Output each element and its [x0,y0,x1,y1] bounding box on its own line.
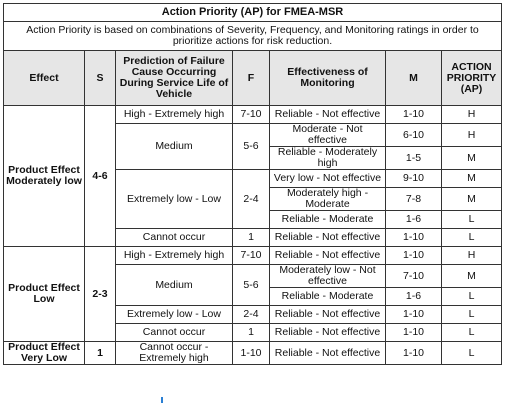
severity-cell: 4-6 [84,105,116,247]
monitoring-rating-cell: 1-5 [385,146,442,170]
frequency-cell: 7-10 [232,246,270,265]
table-row: Product Effect Very Low 1 Cannot occur - E… [3,341,503,365]
table-row: Product Effect Moderately low 4-6 High - E… [3,105,503,247]
action-priority-cell: H [440,105,503,124]
effect-cell: Product Effect Low [3,246,85,342]
monitoring-effectiveness-cell: Reliable - Not effective [269,246,386,265]
action-priority-cell: L [440,323,503,342]
monitoring-effectiveness-cell: Reliable - Not effective [269,323,386,342]
prediction-cell: Cannot occur [115,228,233,247]
frequency-cell: 5-6 [232,264,270,306]
table-title: Action Priority (AP) for FMEA-MSR [2,3,503,22]
monitoring-effectiveness-cell: Reliable - Moderately high [269,146,386,170]
frequency-cell: 1-10 [232,341,270,365]
monitoring-effectiveness-cell: Moderately low - Not effective [269,264,386,288]
monitoring-rating-cell: 1-10 [385,105,442,124]
action-priority-cell: L [440,228,503,247]
prediction-cell: High - Extremely high [115,246,233,265]
header-effect: Effect [3,50,85,106]
header-row: Effect S Prediction of Failure Cause Occ… [3,50,503,106]
prediction-cell: Cannot occur [115,323,233,342]
action-priority-table: Action Priority (AP) for FMEA-MSR Action… [2,3,503,365]
frequency-cell: 1 [232,323,270,342]
monitoring-rating-cell: 7-10 [385,264,442,288]
table-row: Cannot occur 1 Reliable - Not effective 1-1… [4,323,503,342]
prediction-cell: Medium [115,264,233,306]
prediction-cell: Cannot occur - Extremely high [115,341,233,365]
table-row: Product Effect Low 2-3 High - Extremely hi… [3,246,503,342]
monitoring-effectiveness-cell: Reliable - Not effective [269,228,386,247]
text-cursor [161,397,163,403]
action-priority-cell: L [440,341,503,365]
action-priority-cell: H [440,246,503,265]
prediction-cell: Medium [115,123,233,170]
monitoring-rating-cell: 7-8 [385,187,442,211]
table-row: Reliable - Moderate 1-6 L [4,287,503,306]
table-row: Moderately high - Moderate 7-8 M [4,187,503,211]
header-severity: S [84,50,116,106]
severity-cell: 1 [84,341,116,365]
action-priority-cell: L [440,287,503,306]
monitoring-effectiveness-cell: Reliable - Moderate [269,287,386,306]
action-priority-cell: M [440,187,503,211]
monitoring-rating-cell: 1-6 [385,210,442,229]
prediction-cell: Extremely low - Low [115,169,233,229]
action-priority-cell: M [440,146,503,170]
monitoring-effectiveness-cell: Moderately high - Moderate [269,187,386,211]
monitoring-rating-cell: 9-10 [385,169,442,188]
ap-table-container: Action Priority (AP) for FMEA-MSR Action… [2,3,503,365]
action-priority-cell: L [440,210,503,229]
prediction-cell: Extremely low - Low [115,305,233,324]
action-priority-cell: L [440,305,503,324]
table-row: Extremely low - Low 2-4 Reliable - Not eff… [4,305,503,324]
monitoring-effectiveness-cell: Reliable - Not effective [269,105,386,124]
frequency-cell: 1 [232,228,270,247]
prediction-cell: High - Extremely high [115,105,233,124]
monitoring-effectiveness-cell: Reliable - Moderate [269,210,386,229]
frequency-cell: 5-6 [232,123,270,170]
header-effectiveness: Effectiveness of Monitoring [269,50,386,106]
frequency-cell: 2-4 [232,305,270,324]
effect-cell: Product Effect Moderately low [3,105,85,247]
header-action-priority: ACTION PRIORITY (AP) [440,50,503,106]
action-priority-cell: M [440,264,503,288]
severity-cell: 2-3 [84,246,116,342]
monitoring-rating-cell: 1-6 [385,287,442,306]
monitoring-rating-cell: 1-10 [385,305,442,324]
monitoring-effectiveness-cell: Reliable - Not effective [269,341,386,365]
action-priority-cell: M [440,169,503,188]
table-row: Medium 5-6 Moderately low - Not effective 7… [4,264,503,306]
table-intro: Action Priority is based on combinations… [2,21,503,51]
monitoring-rating-cell: 1-10 [385,323,442,342]
header-monitoring: M [385,50,442,106]
frequency-cell: 7-10 [232,105,270,124]
monitoring-rating-cell: 1-10 [385,246,442,265]
frequency-cell: 2-4 [232,169,270,229]
monitoring-effectiveness-cell: Reliable - Not effective [269,305,386,324]
monitoring-rating-cell: 1-10 [385,341,442,365]
monitoring-effectiveness-cell: Very low - Not effective [269,169,386,188]
monitoring-rating-cell: 6-10 [385,123,442,147]
table-row: Cannot occur 1 Reliable - Not effective 1-1… [4,228,503,247]
effect-cell: Product Effect Very Low [3,341,85,365]
action-priority-cell: H [440,123,503,147]
header-prediction: Prediction of Failure Cause Occurring Du… [115,50,233,106]
monitoring-rating-cell: 1-10 [385,228,442,247]
header-frequency: F [232,50,270,106]
monitoring-effectiveness-cell: Moderate - Not effective [269,123,386,147]
